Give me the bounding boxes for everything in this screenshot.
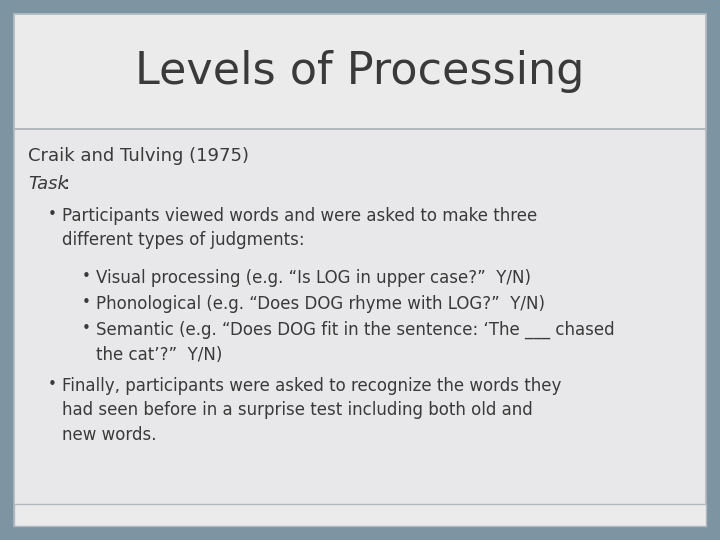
- Text: Craik and Tulving (1975): Craik and Tulving (1975): [28, 147, 249, 165]
- Text: Semantic (e.g. “Does DOG fit in the sentence: ‘The ___ chased
the cat’?”  Y/N): Semantic (e.g. “Does DOG fit in the sent…: [96, 321, 615, 363]
- FancyBboxPatch shape: [14, 14, 706, 129]
- FancyBboxPatch shape: [14, 504, 706, 526]
- Text: •: •: [48, 377, 57, 392]
- Text: •: •: [82, 321, 91, 336]
- Text: Visual processing (e.g. “Is LOG in upper case?”  Y/N): Visual processing (e.g. “Is LOG in upper…: [96, 269, 531, 287]
- Text: Finally, participants were asked to recognize the words they
had seen before in : Finally, participants were asked to reco…: [62, 377, 562, 443]
- Text: •: •: [48, 207, 57, 222]
- Text: Task: Task: [28, 175, 68, 193]
- Text: :: :: [64, 175, 70, 193]
- Text: Phonological (e.g. “Does DOG rhyme with LOG?”  Y/N): Phonological (e.g. “Does DOG rhyme with …: [96, 295, 545, 313]
- Text: •: •: [82, 269, 91, 284]
- Text: •: •: [82, 295, 91, 310]
- Text: Participants viewed words and were asked to make three
different types of judgme: Participants viewed words and were asked…: [62, 207, 537, 249]
- FancyBboxPatch shape: [14, 14, 706, 526]
- Text: Levels of Processing: Levels of Processing: [135, 50, 585, 93]
